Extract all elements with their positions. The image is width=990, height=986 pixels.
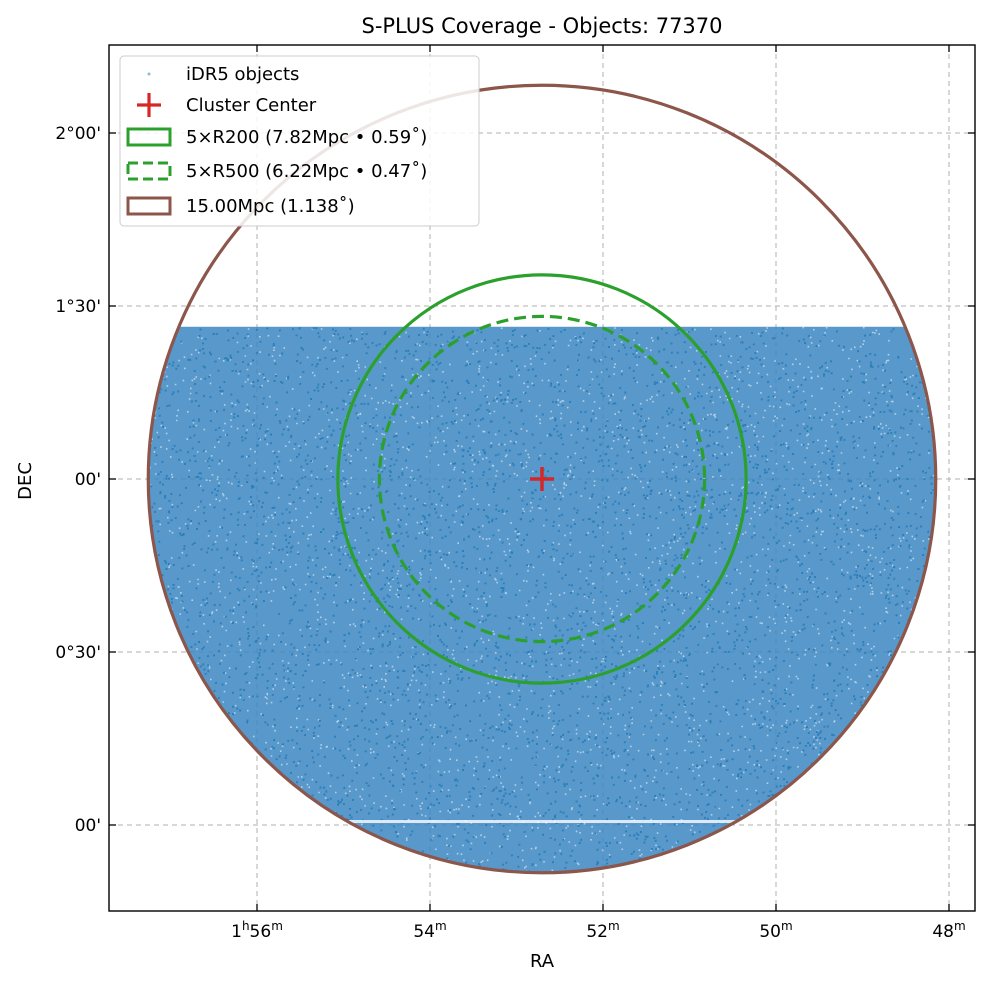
x-tick-label: 48m​ [932,919,965,942]
footprint-group [148,326,936,873]
plot-frame [108,44,976,912]
radius-circle-solid [146,83,938,875]
radius-circle-dashed [377,314,707,644]
y-tick-label: 0°30' [55,643,101,663]
y-tick-label: 2°00' [55,124,101,144]
x-tick-label: 1h​56m​ [231,919,283,942]
radius-circle-solid [336,273,748,685]
legend-label: 5×R200 (7.82Mpc • 0.59˚) [186,127,427,148]
y-tick-label: 00' [75,470,101,490]
legend-box-marker [126,196,172,216]
footprint-gap [148,820,936,823]
chart-title: S-PLUS Coverage - Objects: 77370 [361,14,722,38]
legend-label: 5×R500 (6.22Mpc • 0.47˚) [186,161,427,182]
legend-box [119,55,480,227]
radius-circles [146,83,938,875]
y-tick-labels: 2°00' 1°30' 00' 0°30' 00' [55,124,101,836]
legend-label: Cluster Center [186,95,317,116]
legend-box-marker [126,161,172,181]
cluster-center-marker [530,467,554,491]
axis-ticks [109,45,975,911]
legend-label: 15.00Mpc (1.138˚) [186,196,355,217]
y-axis-label: DEC [15,462,36,500]
x-tick-labels: 1h​56m​ 54m​ 52m​ 50m​ 48m​ [231,919,966,942]
x-tick-label: 50m​ [759,919,792,942]
x-tick-label: 54m​ [413,919,446,942]
object-point-cluster [150,327,936,873]
x-axis-label: RA [530,951,555,972]
object-points [148,326,936,873]
legend-points-marker [147,72,151,76]
legend-box-marker [126,127,172,147]
y-tick-label: 00' [75,816,101,836]
y-tick-label: 1°30' [55,297,101,317]
legend-label: iDR5 objects [186,64,299,85]
x-tick-label: 52m​ [586,919,619,942]
legend: iDR5 objects Cluster Center 5×R200 (7.82Mp… [119,55,480,227]
